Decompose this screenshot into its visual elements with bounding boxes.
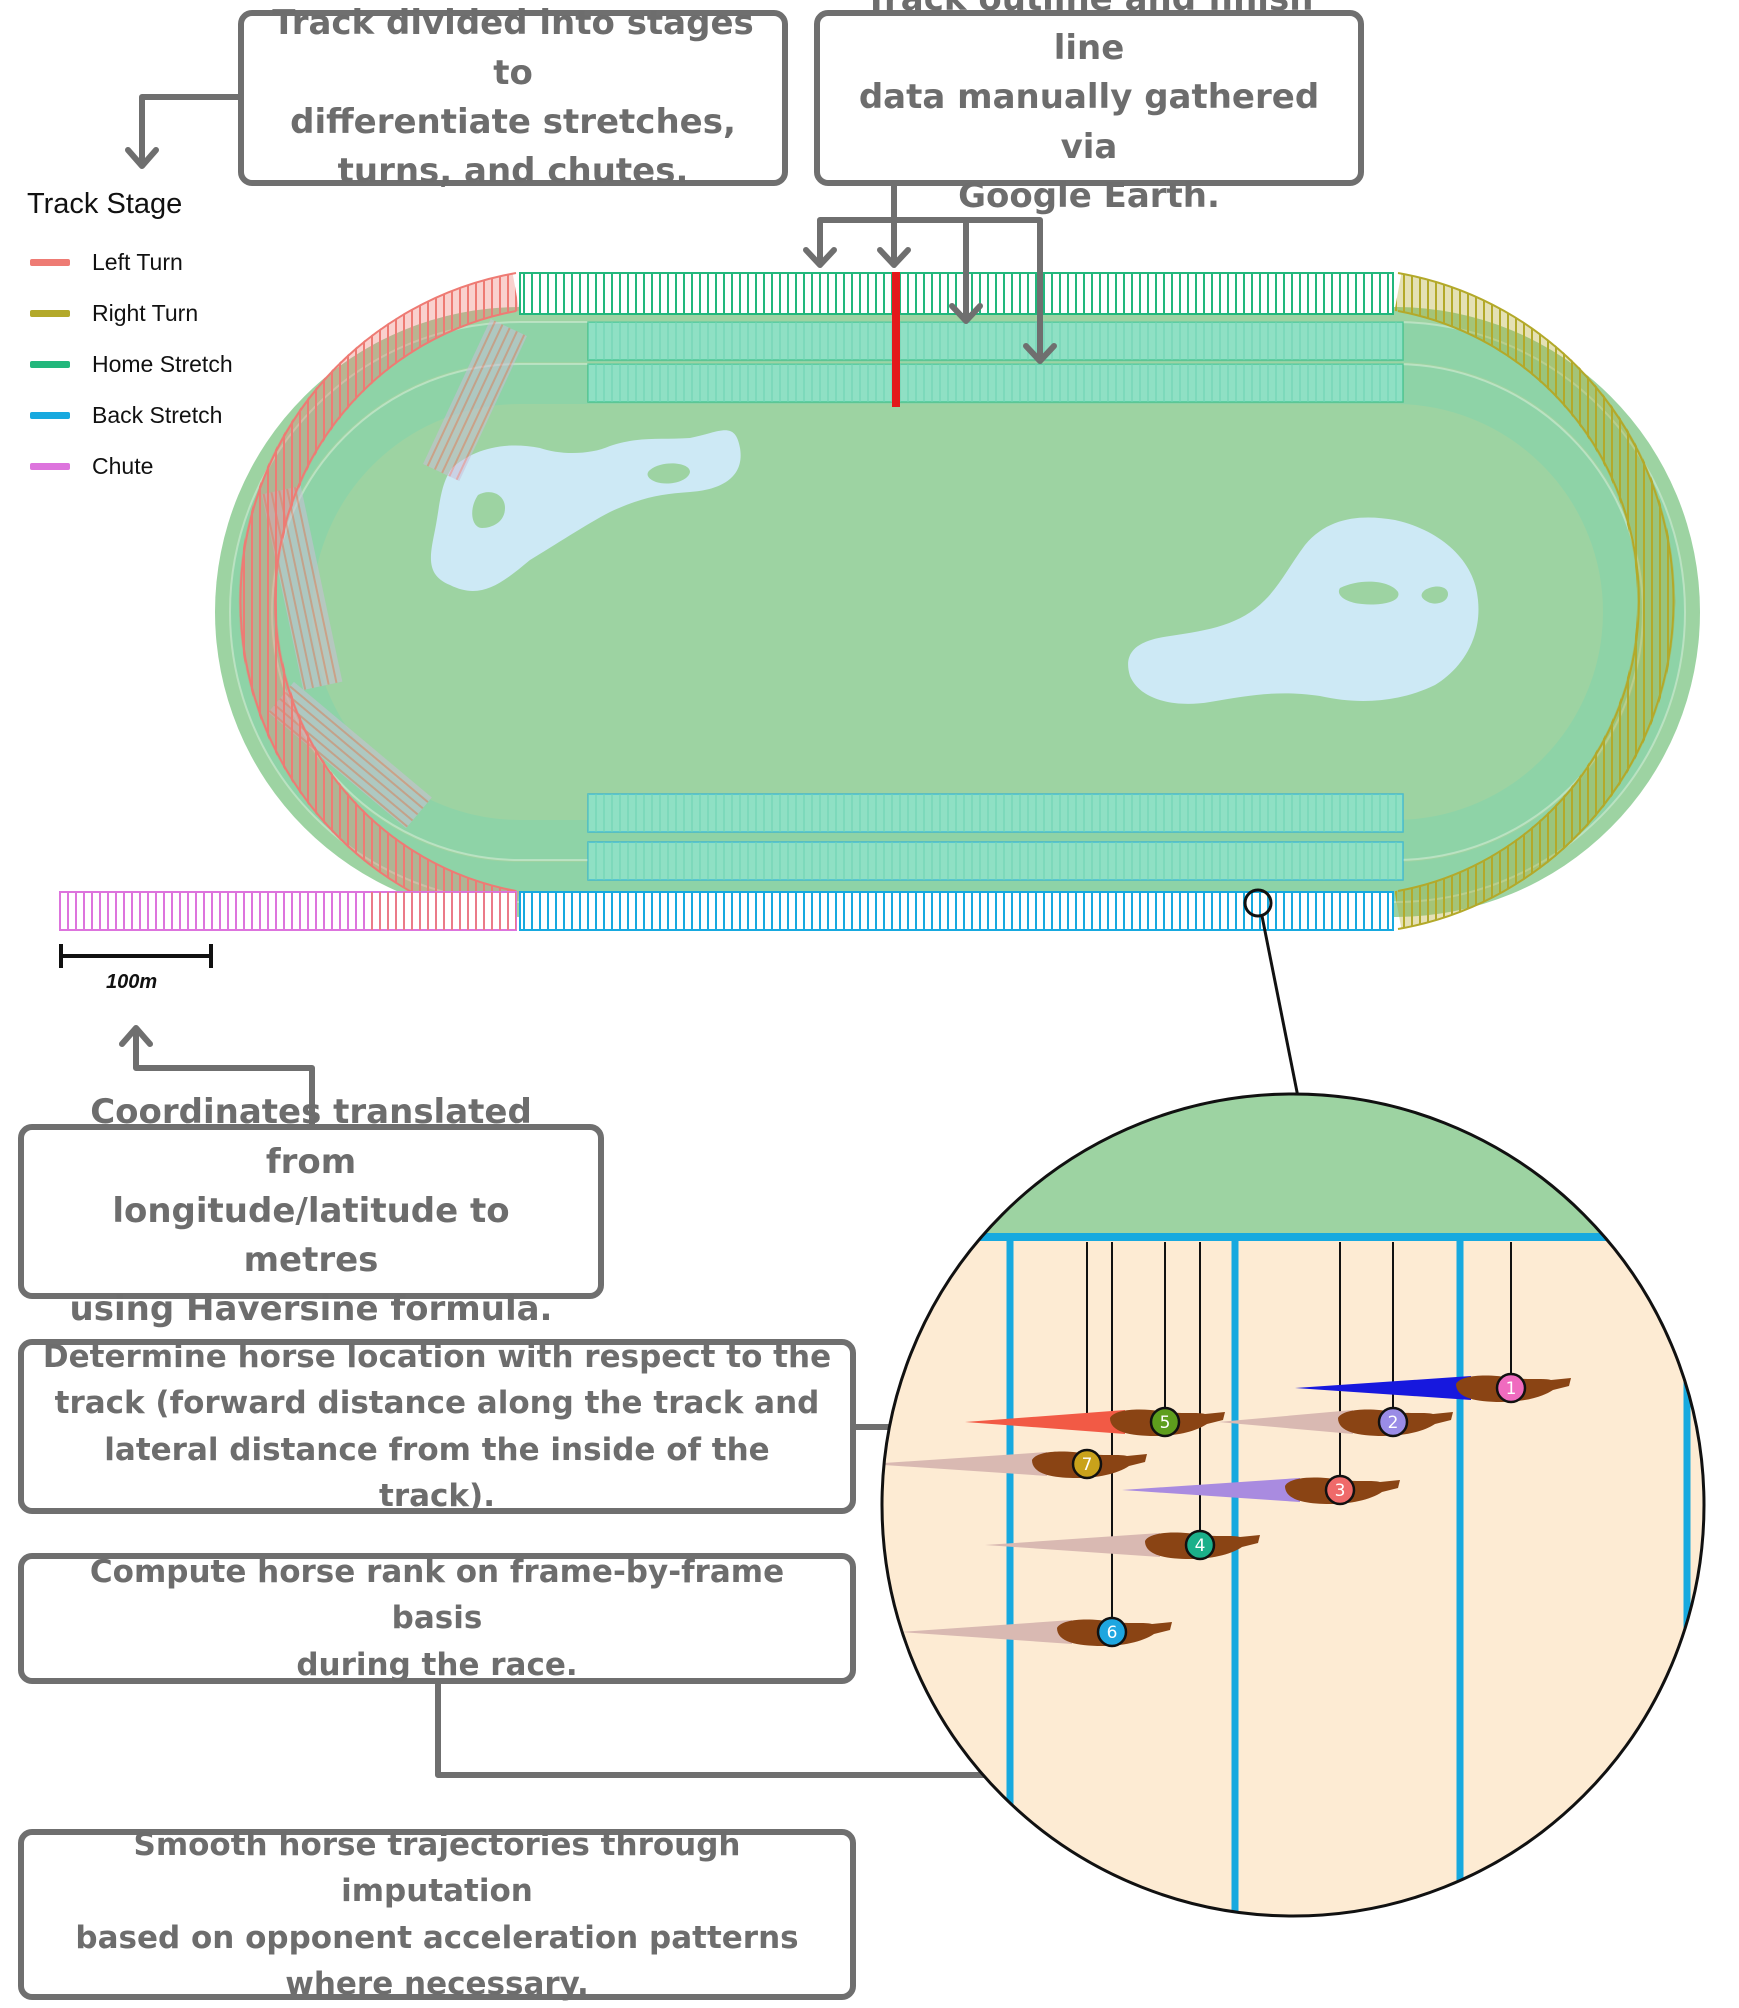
race-track <box>59 272 1700 1098</box>
horse-number: 3 <box>1335 1481 1346 1501</box>
callout-text: Compute horse rank on frame-by-frame bas… <box>89 1553 785 1637</box>
callout-text: Determine horse location with respect to… <box>42 1338 832 1375</box>
callout-text: lateral distance from the inside of the … <box>104 1431 770 1515</box>
horse-badge <box>1324 1474 1356 1506</box>
horse-badge <box>1377 1406 1409 1438</box>
infield-lake-left-island <box>472 492 505 528</box>
horse-number: 6 <box>1107 1623 1118 1643</box>
horse-number: 7 <box>1082 1455 1093 1475</box>
callout-outline: Track outline and finish line data manua… <box>814 0 1364 216</box>
arrow-coords <box>133 1030 315 1127</box>
callout-smooth: Smooth horse trajectories through imputa… <box>18 1827 856 2002</box>
legend-item-right-turn: Right Turn <box>30 300 198 327</box>
infield-lake-left-island-2 <box>647 463 690 484</box>
legend-label: Back Stretch <box>92 402 223 428</box>
horse-badge <box>1184 1529 1216 1561</box>
horse-trail <box>965 1410 1125 1434</box>
callout-text: Track outline and finish line <box>865 0 1314 69</box>
horse-number: 2 <box>1388 1413 1399 1433</box>
horse-1: 1 <box>1295 1372 1571 1404</box>
legend-title: Track Stage <box>27 188 183 220</box>
horse-badge <box>1495 1372 1527 1404</box>
horses-layer: 1 2 3 4 5 6 7 <box>882 1372 1571 1648</box>
legend-item-left-turn: Left Turn <box>30 249 183 276</box>
callout-text: data manually gathered via <box>858 77 1320 167</box>
scale-bar-label: 100m <box>106 971 158 993</box>
zoom-connector <box>1260 915 1300 1098</box>
legend-item-home-stretch: Home Stretch <box>30 351 233 378</box>
arrow-stages <box>139 94 240 165</box>
horse-badge <box>1096 1616 1128 1648</box>
horse-number: 4 <box>1195 1536 1206 1556</box>
horse-badge <box>1071 1448 1103 1480</box>
arrow-outline <box>817 183 897 262</box>
callout-text: based on opponent acceleration patterns <box>75 1919 799 1956</box>
legend-swatch <box>30 361 70 368</box>
callout-text: Smooth horse trajectories through imputa… <box>133 1826 741 1910</box>
callout-coords: Coordinates translated from longitude/la… <box>18 1092 604 1329</box>
callout-rank: Compute horse rank on frame-by-frame bas… <box>18 1553 856 1684</box>
horse-number: 5 <box>1160 1413 1171 1433</box>
horse-badge <box>1149 1406 1181 1438</box>
callout-text: turns, and chutes. <box>337 151 689 192</box>
callout-text: using Haversine formula. <box>69 1289 553 1330</box>
horse-trail <box>1295 1376 1471 1400</box>
horse-5: 5 <box>965 1406 1225 1438</box>
horse-trail <box>1218 1410 1353 1434</box>
legend-item-back-stretch: Back Stretch <box>30 402 222 429</box>
callout-text: Google Earth. <box>958 175 1220 216</box>
callout-text: longitude/latitude to metres <box>112 1190 510 1281</box>
callout-text: track (forward distance along the track … <box>54 1385 820 1421</box>
callout-text: Coordinates translated from <box>90 1092 532 1182</box>
scale-bar <box>59 944 213 968</box>
horse-6: 6 <box>900 1616 1172 1648</box>
callout-stages: Track divided into stages to differentia… <box>238 3 788 191</box>
legend-swatch <box>30 259 70 266</box>
legend-swatch <box>30 310 70 317</box>
horse-2: 2 <box>1218 1406 1453 1438</box>
horse-trail <box>1122 1478 1300 1502</box>
legend-swatch <box>30 412 70 419</box>
callout-text: during the race. <box>296 1646 578 1683</box>
legend-label: Chute <box>92 453 154 479</box>
legend-label: Left Turn <box>92 249 183 275</box>
horse-trail <box>985 1533 1160 1557</box>
legend-label: Home Stretch <box>92 351 233 377</box>
legend-swatch <box>30 463 70 470</box>
legend-item-chute: Chute <box>30 453 153 480</box>
infield-lake-right <box>1128 517 1479 704</box>
horse-trail <box>900 1620 1072 1644</box>
callout-text: Track divided into stages to <box>272 3 754 93</box>
horse-trail <box>882 1452 1047 1476</box>
callout-text: where necessary. <box>285 1966 589 2002</box>
callout-text: differentiate stretches, <box>290 102 736 142</box>
horse-7: 7 <box>882 1448 1147 1480</box>
callout-location: Determine horse location with respect to… <box>18 1339 856 1514</box>
zoom-marker <box>1243 888 1273 918</box>
infield-lake-right-island <box>1338 581 1399 605</box>
zoom-circle-border <box>880 1092 1706 1918</box>
horse-number: 1 <box>1506 1379 1517 1399</box>
zoom-view: 1 2 3 4 5 6 7 <box>880 1092 1706 1918</box>
horse-4: 4 <box>985 1529 1260 1561</box>
legend-label: Right Turn <box>92 300 199 326</box>
infield-lake-right-island-2 <box>1421 586 1448 604</box>
horse-3: 3 <box>1122 1474 1400 1506</box>
